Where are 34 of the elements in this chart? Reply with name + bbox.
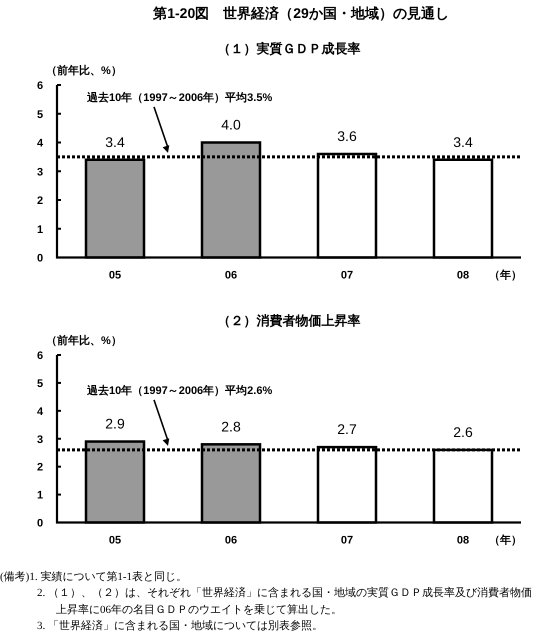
text: 3. 「世界経済」に含まれる国・地域については別表参照。: [36, 618, 324, 634]
x-tick-label: 07: [340, 270, 354, 282]
y-tick-label: 3: [36, 434, 44, 446]
x-axis-title: （年）: [489, 268, 522, 282]
y-tick-label: 6: [36, 350, 44, 362]
y-tick-label: 0: [36, 252, 44, 264]
y-tick-label: 5: [36, 378, 44, 390]
text: 2. （１）、（２）は、それぞれ「世界経済」に含まれる国・地域の実質ＧＤＰ成長率及び消費者物価上昇率に06年の名目ＧＤＰのウエイトを乗じて算出した。: [36, 586, 533, 618]
chart-subtitle: （１）実質ＧＤＰ成長率: [218, 41, 360, 56]
y-tick-label: 5: [36, 108, 44, 121]
y-tick-label: 6: [36, 80, 44, 92]
y-tick-label: 1: [36, 224, 44, 236]
ref-line-label: 過去10年（1997～2006年）平均3.5%: [86, 90, 272, 104]
text: (備考)1. 実績について第1-1表と同じ。: [0, 570, 188, 584]
y-tick-label: 3: [36, 166, 44, 178]
chart-title: 第1-20図 世界経済（29か国・地域）の見通し: [152, 5, 449, 21]
y-tick-label: 0: [36, 518, 44, 530]
y-tick-label: 2: [36, 462, 44, 474]
y-tick-label: 2: [36, 195, 44, 207]
y-axis-title: （前年比、%）: [46, 64, 122, 77]
y-axis-title: （前年比、%）: [46, 334, 122, 347]
y-tick-label: 4: [36, 406, 44, 418]
chart-title: （２）消費者物価上昇率: [218, 313, 360, 328]
ref-line-label: 過去10年（1997～2006年）平均2.6%: [86, 384, 272, 397]
x-tick-label: 08: [456, 534, 470, 546]
x-axis-title: （年）: [489, 534, 522, 546]
x-tick-label: 08: [456, 270, 470, 282]
x-tick-label: 07: [340, 534, 354, 546]
x-tick-label: 05: [108, 270, 122, 282]
y-tick-label: 1: [36, 490, 44, 502]
x-tick-label: 06: [224, 270, 238, 282]
y-tick-label: 4: [36, 138, 44, 150]
x-tick-label: 05: [108, 534, 122, 546]
x-tick-label: 06: [224, 534, 238, 546]
